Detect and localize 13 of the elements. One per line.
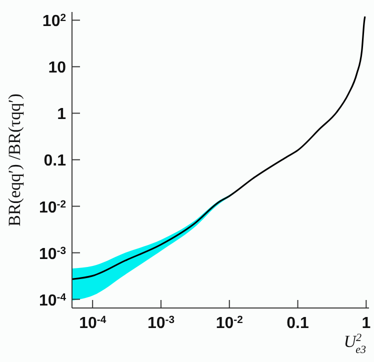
y-tick-label: 0.1 bbox=[44, 152, 66, 170]
x-tick-label: 1 bbox=[362, 315, 371, 332]
x-tick-label: 10$^{-4}$ bbox=[79, 314, 106, 332]
y-tick-label: 10$^{-3}$ bbox=[38, 245, 66, 263]
y-tick-label: 1 bbox=[57, 106, 66, 124]
y-tick-label: 10$^{-4}$ bbox=[38, 292, 66, 310]
x-tick-label: 0.1 bbox=[286, 315, 309, 332]
x-tick-label: 10$^{-3}$ bbox=[147, 314, 175, 332]
y-tick-label: 10$^{-2}$ bbox=[38, 198, 66, 216]
y-tick-label: 10$^{2}$ bbox=[42, 12, 66, 30]
y-axis-title: BR(eqq′) /BR(τqq′) bbox=[5, 94, 24, 226]
y-tick-label: 10 bbox=[48, 60, 66, 77]
x-tick-label: 10$^{-2}$ bbox=[216, 314, 244, 332]
